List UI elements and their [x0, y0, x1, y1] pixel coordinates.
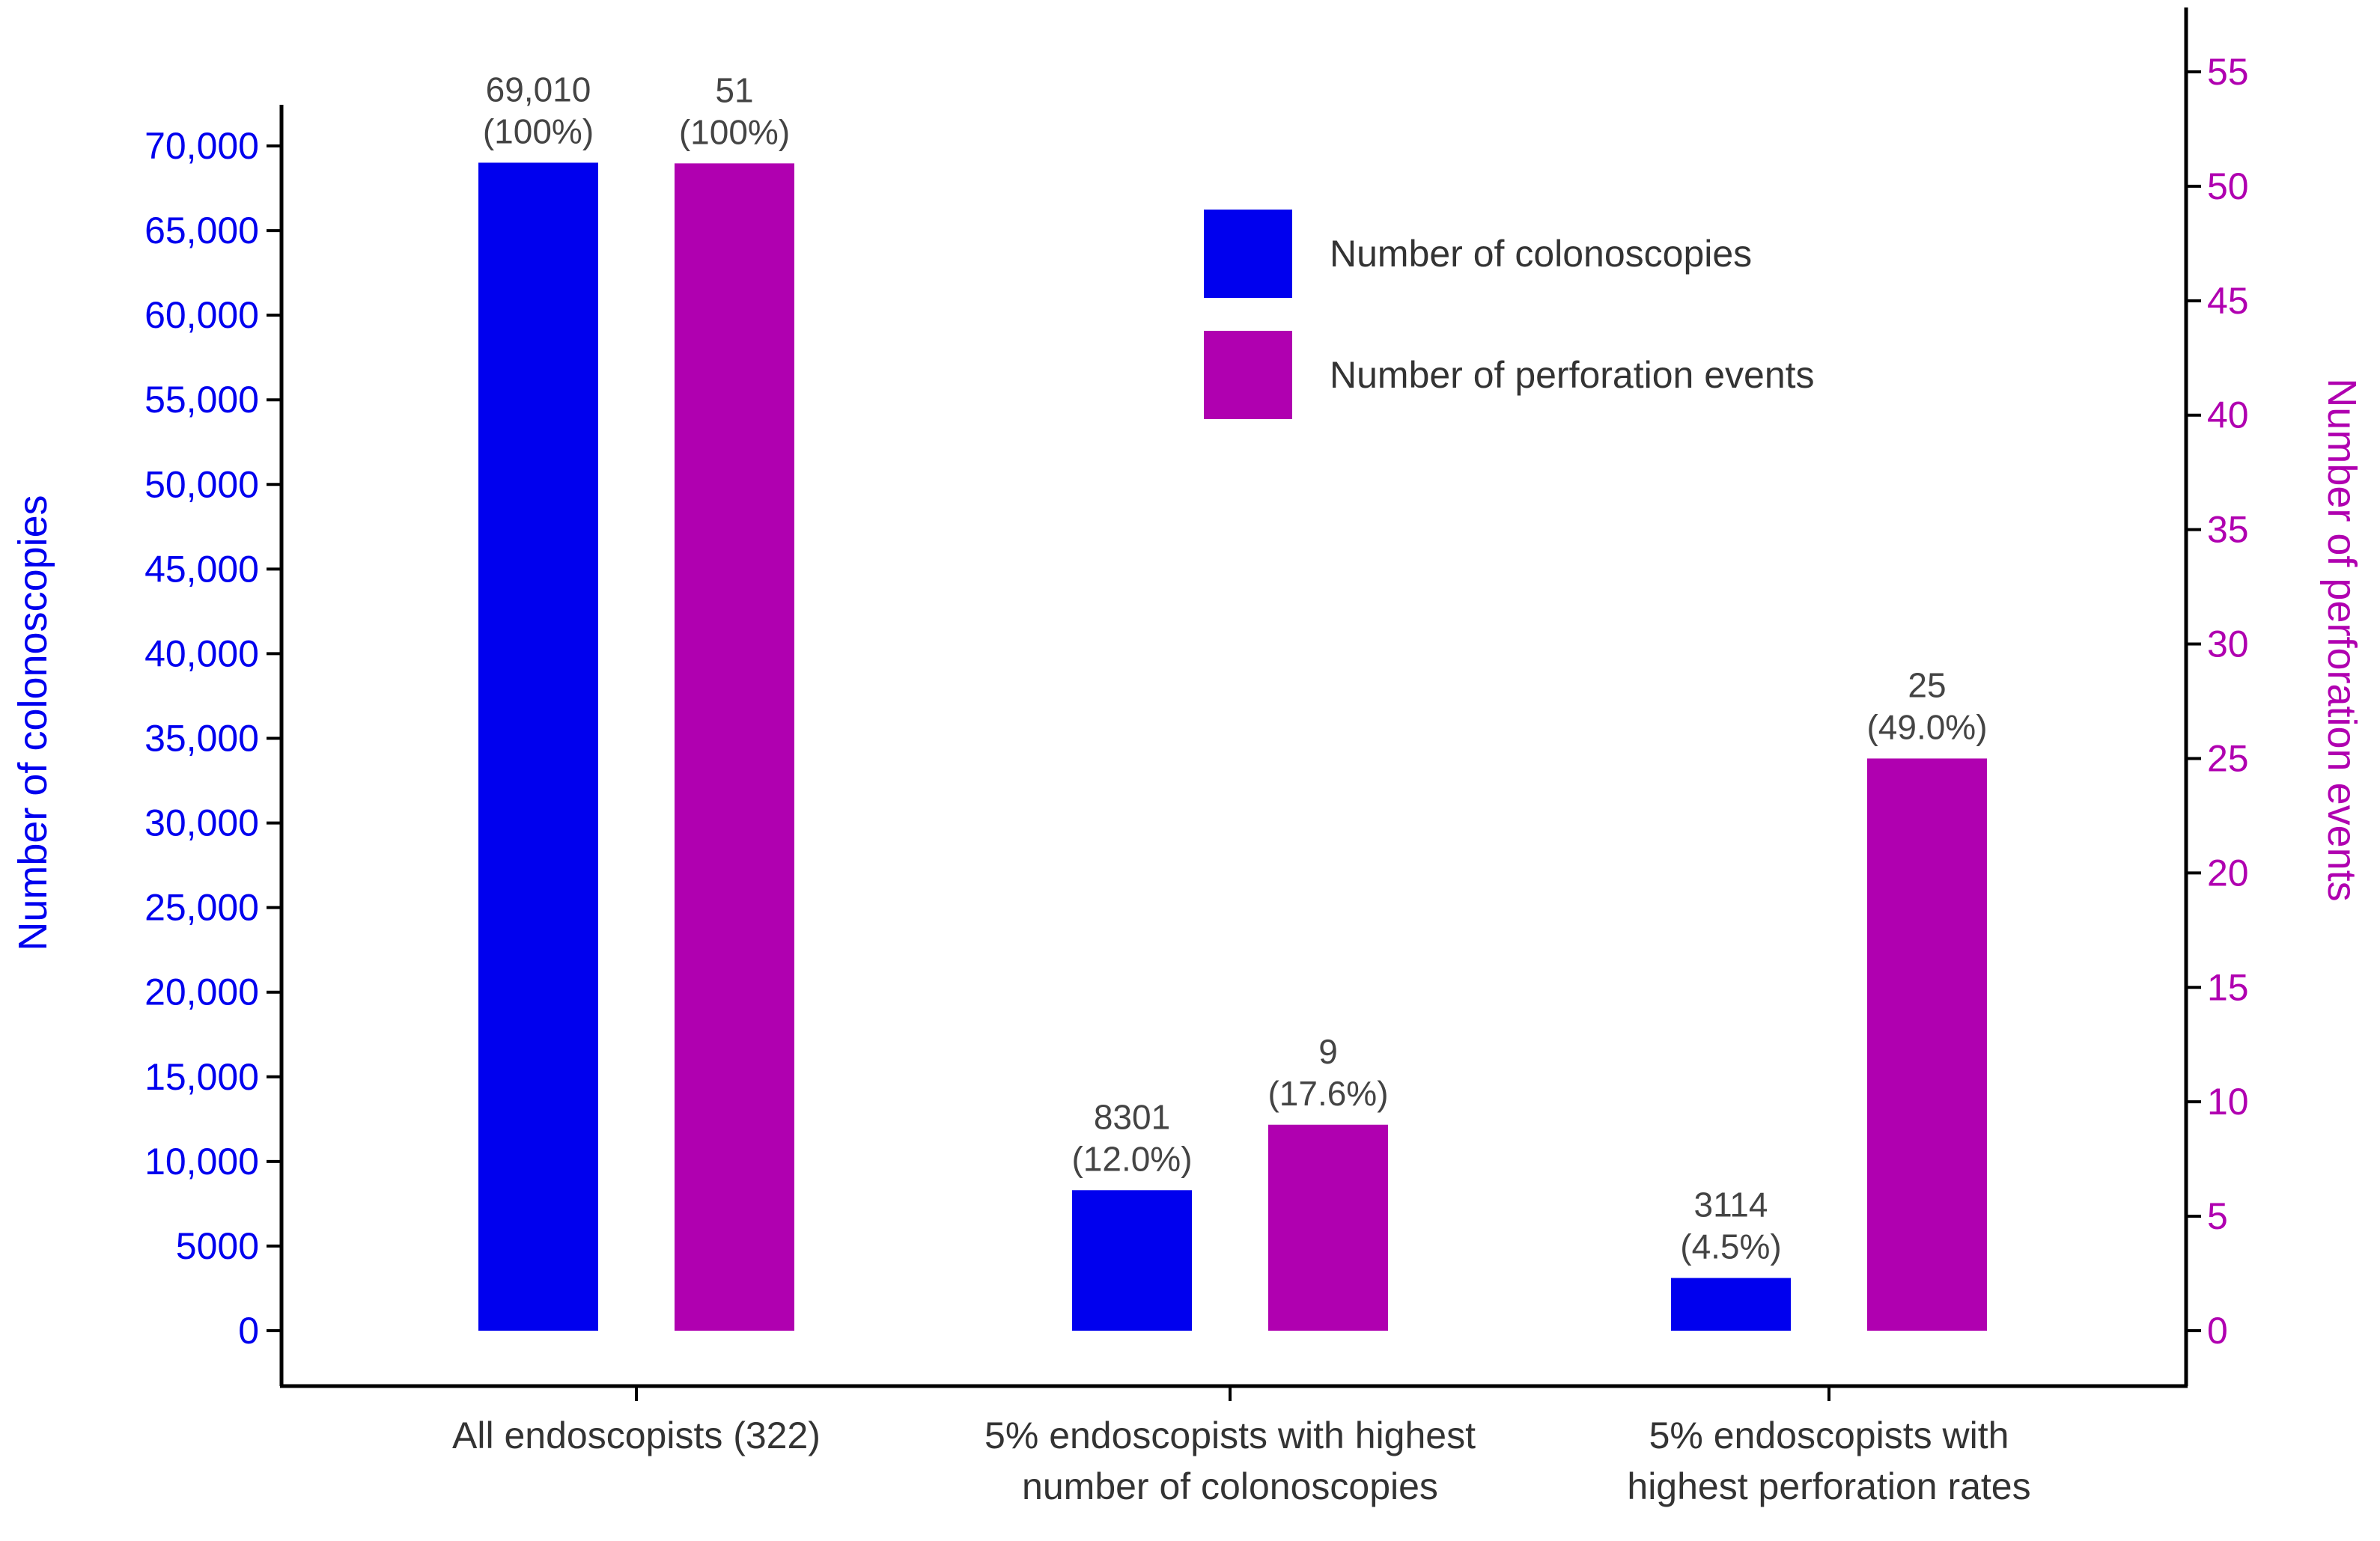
- bar-colonoscopies: [1671, 1278, 1791, 1331]
- data-label-value: 25: [1908, 665, 1946, 704]
- data-label-value: 9: [1318, 1032, 1338, 1071]
- y-left-tick-label: 30,000: [144, 802, 259, 844]
- y-right-tick-label: 0: [2207, 1310, 2228, 1352]
- y-left-tick-label: 65,000: [144, 210, 259, 251]
- bar-perforations: [1867, 758, 1987, 1331]
- y-right-tick-label: 10: [2207, 1081, 2249, 1123]
- x-tick-label-line: number of colonoscopies: [1022, 1465, 1438, 1507]
- y-left-tick-label: 70,000: [144, 125, 259, 167]
- y-left-tick-label: 10,000: [144, 1141, 259, 1183]
- x-tick-label-line: 5% endoscopists with highest: [984, 1415, 1476, 1456]
- x-tick-label-line: All endoscopists (322): [452, 1415, 821, 1456]
- y-left-tick-label: 35,000: [144, 718, 259, 760]
- y-left-tick-label: 15,000: [144, 1056, 259, 1098]
- data-label-value: 51: [715, 70, 753, 109]
- y-left-tick-label: 50,000: [144, 463, 259, 505]
- y-right-tick-label: 30: [2207, 623, 2249, 665]
- y-right-tick-label: 20: [2207, 852, 2249, 894]
- y-left-tick-label: 0: [238, 1310, 259, 1352]
- legend-swatch: [1204, 210, 1292, 298]
- legend-label: Number of perforation events: [1330, 354, 1815, 396]
- data-label-value: 69,010: [486, 70, 591, 109]
- data-label-value: 8301: [1094, 1097, 1170, 1136]
- y-right-axis-title: Number of perforation events: [2319, 378, 2364, 901]
- data-labels: (100%)69,010(12.0%)8301(4.5%)3114(100%)5…: [483, 70, 1988, 1266]
- legend: Number of colonoscopies Number of perfora…: [1204, 210, 1815, 419]
- data-label-percent: (4.5%): [1680, 1227, 1781, 1266]
- data-label-value: 3114: [1694, 1185, 1768, 1224]
- y-right-tick-label: 5: [2207, 1195, 2228, 1237]
- y-left-tick-label: 40,000: [144, 632, 259, 674]
- y-left-tick-label: 25,000: [144, 887, 259, 929]
- y-right-tick-label: 50: [2207, 165, 2249, 207]
- y-right-tick-label: 40: [2207, 394, 2249, 436]
- data-label-percent: (49.0%): [1866, 707, 1987, 746]
- y-right-tick-label: 35: [2207, 509, 2249, 551]
- data-label-percent: (100%): [679, 112, 790, 151]
- legend-label: Number of colonoscopies: [1330, 233, 1752, 275]
- legend-swatch: [1204, 331, 1292, 419]
- bar-perforations: [1268, 1124, 1388, 1331]
- y-right-tick-label: 25: [2207, 737, 2249, 779]
- y-left-tick-label: 5000: [176, 1225, 259, 1267]
- bar-colonoscopies: [478, 162, 598, 1331]
- y-left-tick-label: 20,000: [144, 971, 259, 1013]
- bar-perforations: [675, 163, 794, 1331]
- x-tick-label-line: highest perforation rates: [1627, 1465, 2030, 1507]
- data-label-percent: (17.6%): [1267, 1074, 1388, 1113]
- y-right-tick-label: 45: [2207, 280, 2249, 322]
- bar-colonoscopies: [1072, 1190, 1192, 1331]
- y-left-tick-label: 60,000: [144, 294, 259, 336]
- x-tick-label: 5% endoscopists with highest number of co…: [984, 1415, 1476, 1507]
- bars: [478, 162, 1987, 1331]
- x-tick-label-line: 5% endoscopists with: [1649, 1415, 2009, 1456]
- x-tick-label: All endoscopists (322): [452, 1415, 821, 1456]
- y-right-tick-label: 55: [2207, 51, 2249, 93]
- y-left-tick-label: 55,000: [144, 379, 259, 421]
- data-label-percent: (12.0%): [1071, 1139, 1192, 1178]
- data-label-percent: (100%): [483, 112, 594, 150]
- x-tick-label: 5% endoscopists with highest perforation …: [1627, 1415, 2030, 1507]
- y-left-tick-label: 45,000: [144, 548, 259, 590]
- y-left-axis-title: Number of colonoscopies: [10, 495, 55, 950]
- axes: 0 5000 10,000 15,000 20,000 25,000 30,000 35,00…: [10, 7, 2364, 1507]
- y-right-tick-label: 15: [2207, 966, 2249, 1008]
